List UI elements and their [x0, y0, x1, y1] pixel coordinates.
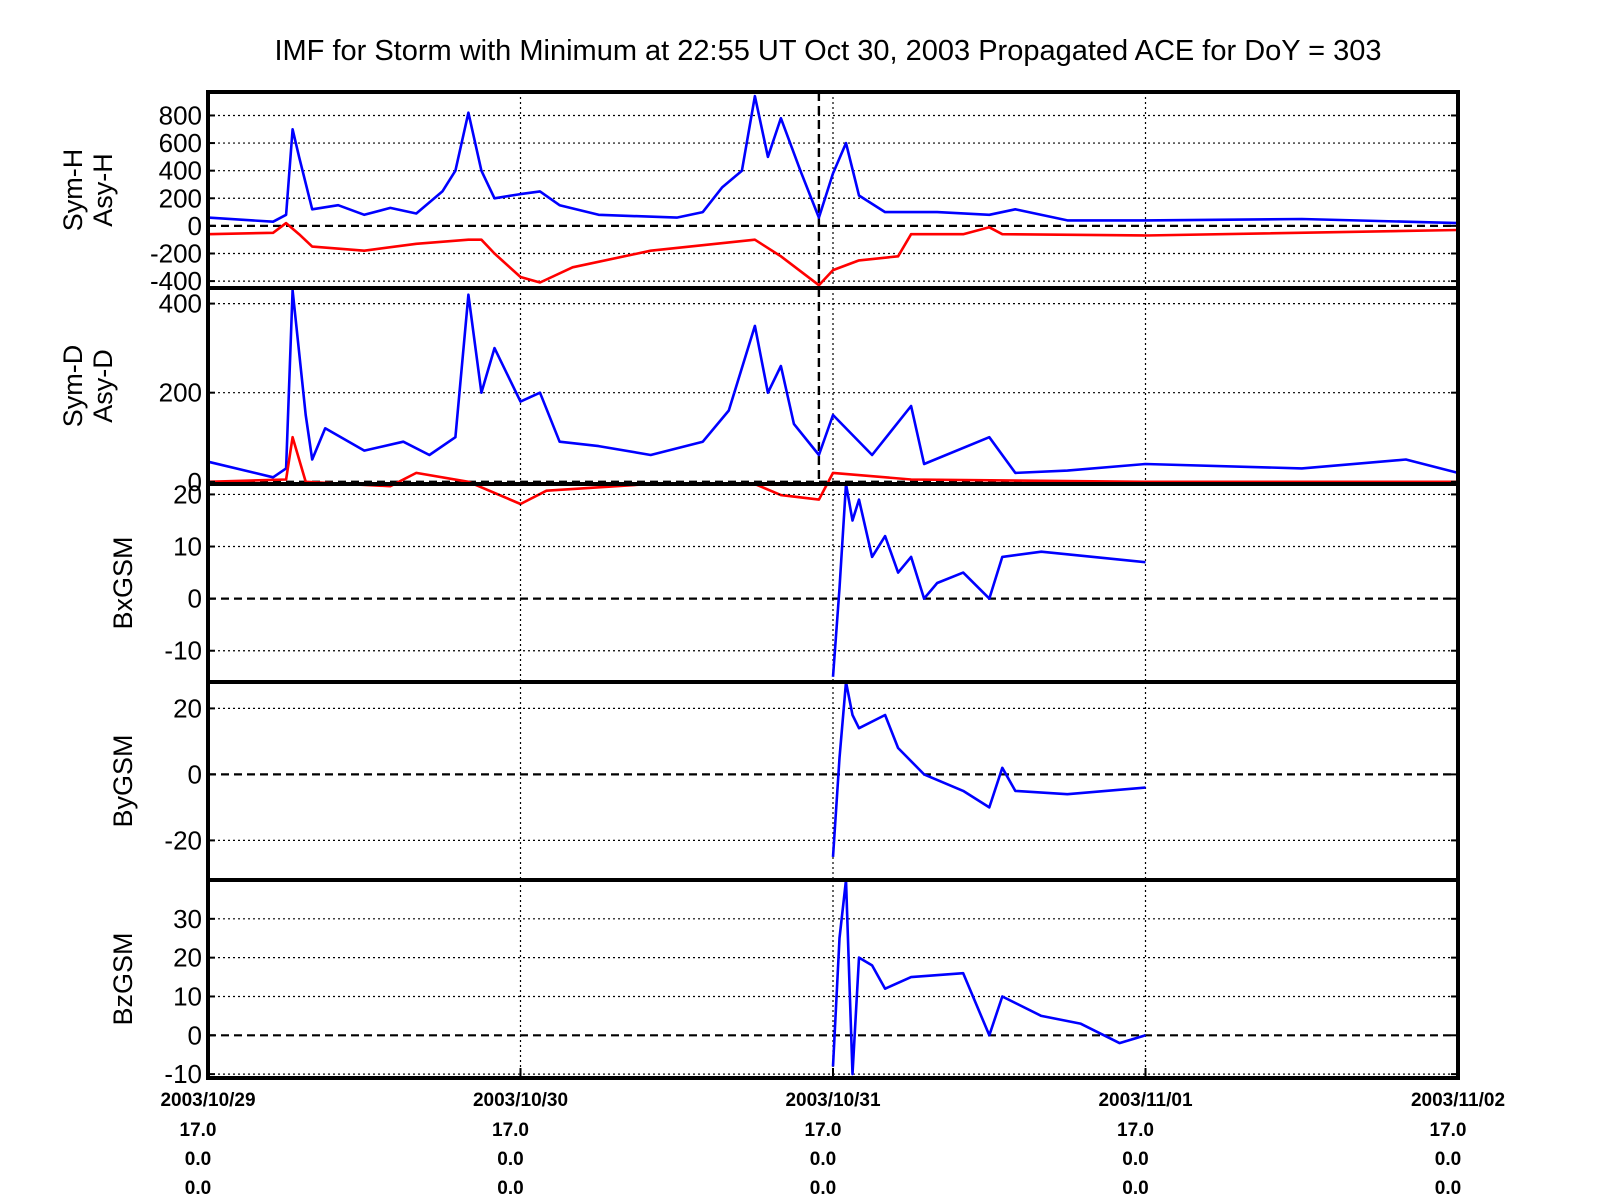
series-line-1 [831, 482, 1146, 677]
chart-title: IMF for Storm with Minimum at 22:55 UT O… [274, 35, 1381, 67]
y-axis-label-line: Sym-H [58, 149, 88, 232]
x-tick-sublabel: 0.0 [810, 1149, 836, 1170]
y-axis-label: Sym-DAsy-D [58, 345, 118, 428]
y-axis-label-line: BxGSM [108, 536, 138, 629]
y-tick-label: 200 [159, 183, 202, 213]
y-axis-label: ByGSM [108, 734, 138, 827]
y-tick-label: -20 [164, 825, 202, 855]
chart-panels: -400-2000200400600800Sym-HAsy-H0200400Sy… [58, 90, 1460, 1089]
series-line-1 [831, 878, 1146, 1076]
y-tick-label: -400 [150, 266, 202, 296]
y-tick-label: 0 [188, 584, 202, 614]
y-tick-label: -10 [164, 1059, 202, 1089]
y-tick-label: 200 [159, 378, 202, 408]
x-tick-sublabel: 17.0 [1117, 1120, 1154, 1141]
x-tick-sublabel: 0.0 [1122, 1178, 1148, 1199]
panel-3: -10 0 10 20 BxGSM [108, 479, 1460, 684]
series-line-1 [831, 680, 1146, 857]
x-tick-sublabel: 0.0 [1122, 1149, 1148, 1170]
series-line-1 [207, 288, 1459, 479]
x-tick-date: 2003/10/30 [473, 1090, 568, 1111]
y-tick-label: -200 [150, 238, 202, 268]
y-tick-label: 0 [188, 211, 202, 241]
x-tick-sublabel: 17.0 [1430, 1120, 1467, 1141]
x-tick-sublabel: 0.0 [1435, 1149, 1461, 1170]
x-tick-date: 2003/10/29 [160, 1090, 255, 1111]
x-axis: 2003/10/29 17.0 0.0 0.0 2003/10/30 17.0 0.0 0.0… [160, 1068, 1505, 1199]
y-axis-label-line: ByGSM [108, 734, 138, 827]
y-tick-label: 20 [173, 693, 202, 723]
x-tick-sublabel: 17.0 [180, 1120, 217, 1141]
y-tick-label: 30 [173, 904, 202, 934]
y-axis-label-line: Asy-D [88, 349, 118, 423]
y-axis-label: Sym-HAsy-H [58, 149, 118, 232]
y-tick-label: -10 [164, 636, 202, 666]
series-line-2 [207, 221, 1459, 287]
y-tick-label: 0 [188, 467, 202, 497]
y-axis-label: BxGSM [108, 536, 138, 629]
series-line-2 [207, 435, 1458, 506]
x-tick-date: 2003/11/01 [1098, 1090, 1192, 1111]
y-axis-label-line: Sym-D [58, 345, 88, 428]
series-line-1 [207, 94, 1459, 225]
y-tick-label: 800 [159, 100, 202, 130]
x-tick-sublabel: 0.0 [497, 1149, 523, 1170]
x-tick-sublabel: 0.0 [185, 1178, 211, 1199]
x-tick-sublabel: 0.0 [497, 1178, 523, 1199]
y-tick-label: 20 [173, 943, 202, 973]
x-tick-date: 2003/11/02 [1411, 1090, 1505, 1111]
y-tick-label: 10 [173, 532, 202, 562]
y-tick-label: 20 [173, 479, 202, 509]
y-axis-label: BzGSM [108, 932, 138, 1025]
x-tick-sublabel: 17.0 [805, 1120, 842, 1141]
x-tick-date: 2003/10/31 [785, 1090, 881, 1111]
y-tick-label: 400 [159, 156, 202, 186]
y-tick-label: 400 [159, 289, 202, 319]
x-tick-sublabel: 0.0 [185, 1149, 211, 1170]
x-tick-sublabel: 0.0 [1435, 1178, 1461, 1199]
y-axis-label-line: BzGSM [108, 932, 138, 1025]
y-tick-label: 10 [173, 981, 202, 1011]
y-tick-label: 0 [188, 1020, 202, 1050]
y-tick-label: 600 [159, 128, 202, 158]
x-tick-sublabel: 0.0 [810, 1178, 836, 1199]
x-tick-sublabel: 17.0 [492, 1120, 529, 1141]
y-axis-label-line: Asy-H [88, 153, 118, 227]
y-tick-label: 0 [188, 759, 202, 789]
